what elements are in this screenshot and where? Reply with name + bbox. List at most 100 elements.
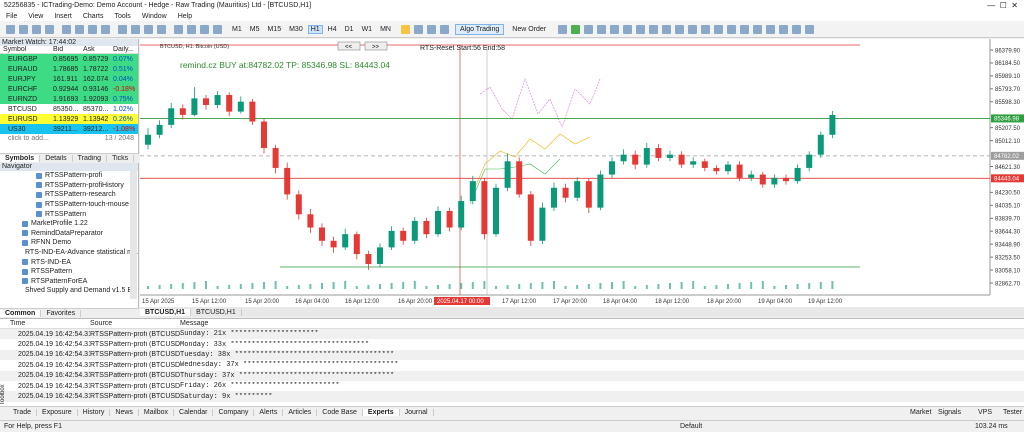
tool-icon[interactable] — [413, 24, 423, 34]
tool-icon[interactable] — [636, 24, 646, 34]
menu-item[interactable]: Window — [141, 12, 167, 20]
toolbox-right[interactable]: Market — [910, 409, 932, 416]
panel-tab[interactable]: Favorites — [41, 310, 82, 317]
window-controls[interactable]: — ☐ ✕ — [987, 1, 1018, 10]
panel-tab[interactable]: Trading — [73, 155, 108, 162]
navigator-item[interactable]: RTSSPattern-research — [0, 190, 138, 200]
nav-button[interactable] — [364, 41, 388, 51]
tool-icon[interactable] — [584, 24, 594, 34]
menu-item[interactable]: Charts — [82, 12, 104, 20]
toolbox-tab[interactable]: Exposure — [37, 409, 78, 416]
symbol-row[interactable]: US30 39211... 39212... -1.08% — [0, 124, 138, 134]
toolbox-tab[interactable]: Code Base — [317, 409, 363, 416]
toolbox-tab[interactable]: Calendar — [174, 409, 214, 416]
toolbox-tab[interactable]: Company — [213, 409, 255, 416]
chart-tab[interactable]: BTCUSD,H1 — [140, 308, 192, 316]
timeframe-button[interactable]: M30 — [289, 25, 303, 33]
tool-icon[interactable] — [157, 24, 166, 34]
navigator-item[interactable]: RTS-IND-EA-Advance statistical m... — [0, 248, 138, 258]
tool-icon[interactable] — [805, 24, 815, 34]
tool-icon[interactable] — [610, 24, 620, 34]
timeframe-button[interactable]: H4 — [327, 25, 337, 33]
timeframe-button[interactable]: D1 — [344, 25, 354, 33]
tool-icon[interactable] — [597, 24, 607, 34]
symbol-row[interactable]: EURGBP 0.85695 0.85729 0.07% — [0, 54, 138, 64]
timeframe-button[interactable]: M1 — [232, 25, 242, 33]
tool-icon[interactable] — [6, 24, 15, 34]
panel-tab[interactable]: Ticks — [107, 155, 135, 162]
navigator-item[interactable]: RTSSPattern-touch-mouse — [0, 200, 138, 210]
navigator-item[interactable]: RTSSPattern — [0, 267, 138, 277]
chart-tab[interactable]: BTCUSD,H1 — [191, 308, 242, 316]
tool-icon[interactable] — [779, 24, 789, 34]
panel-tab[interactable]: Details — [40, 155, 73, 162]
navigator-item[interactable]: RTS-IND-EA — [0, 257, 138, 267]
navigator-item[interactable]: MarketProfile 1.22 — [0, 219, 138, 229]
panel-tab[interactable]: Symbols — [0, 155, 41, 162]
menu-item[interactable]: File — [6, 12, 18, 20]
navigator-item[interactable]: RFNN Demo — [0, 238, 138, 248]
new-order-button[interactable]: New Order — [512, 25, 547, 33]
toolbox-tab[interactable]: Trade — [8, 409, 38, 416]
toolbox-right[interactable]: Signals — [938, 409, 961, 416]
timeframe-button[interactable]: MN — [380, 25, 391, 33]
tool-icon[interactable] — [400, 24, 410, 34]
tool-icon[interactable] — [118, 24, 127, 34]
toolbox-tab[interactable]: News — [110, 409, 139, 416]
tool-icon[interactable] — [19, 24, 28, 34]
tool-icon[interactable] — [714, 24, 724, 34]
symbol-row[interactable]: BTCUSD 85350... 85370... 1.02% — [0, 104, 138, 114]
tool-icon[interactable] — [101, 24, 110, 34]
tool-icon[interactable] — [213, 24, 222, 34]
timeframe-button[interactable]: M5 — [249, 25, 260, 33]
toolbox-tab[interactable]: Mailbox — [139, 409, 175, 416]
tool-icon[interactable] — [144, 24, 153, 34]
navigator-item[interactable]: Shved Supply and Demand v1.5 BT... — [0, 286, 138, 296]
tool-icon[interactable] — [649, 24, 659, 34]
toolbox-tab[interactable]: Experts — [362, 409, 400, 416]
symbol-row[interactable]: EURNZD 1.91693 1.92093 0.75% — [0, 94, 138, 104]
tool-icon[interactable] — [701, 24, 711, 34]
tool-icon[interactable] — [688, 24, 698, 34]
add-symbol[interactable]: click to add... — [8, 135, 49, 142]
symbol-row[interactable]: EURUSD 1.13929 1.13942 0.26% — [0, 114, 138, 124]
nav-button[interactable] — [337, 41, 361, 51]
tool-icon[interactable] — [571, 24, 581, 34]
symbol-row[interactable]: EURJPY 161.911 162.074 0.04% — [0, 74, 138, 84]
algo-trading-button[interactable]: Algo Trading — [454, 23, 505, 35]
timeframe-button[interactable]: W1 — [361, 25, 373, 33]
navigator-item[interactable]: RTSSPattern-profi — [0, 171, 138, 181]
tool-icon[interactable] — [200, 24, 209, 34]
tool-icon[interactable] — [623, 24, 633, 34]
tool-icon[interactable] — [62, 24, 71, 34]
symbol-row[interactable]: EURCHF 0.92944 0.93146 -0.18% — [0, 84, 138, 94]
navigator-item[interactable]: RTSPatternForEA — [0, 277, 138, 287]
tool-icon[interactable] — [740, 24, 750, 34]
menu-item[interactable]: Insert — [54, 12, 72, 20]
navigator-item[interactable]: RemindDataPreparator — [0, 229, 138, 239]
tool-icon[interactable] — [727, 24, 737, 34]
menu-item[interactable]: View — [28, 12, 44, 20]
timeframe-button[interactable]: H1 — [307, 24, 323, 34]
tool-icon[interactable] — [187, 24, 196, 34]
tool-icon[interactable] — [88, 24, 97, 34]
panel-tab[interactable]: Common — [0, 310, 42, 317]
toolbox-tab[interactable]: Articles — [283, 409, 318, 416]
toolbox-right[interactable]: Tester — [1003, 409, 1023, 416]
tool-icon[interactable] — [675, 24, 685, 34]
tool-icon[interactable] — [439, 24, 449, 34]
tool-icon[interactable] — [662, 24, 672, 34]
navigator-item[interactable]: RTSSPattern-profiHistory — [0, 181, 138, 191]
tool-icon[interactable] — [32, 24, 41, 34]
tool-icon[interactable] — [75, 24, 84, 34]
tool-icon[interactable] — [426, 24, 436, 34]
tool-icon[interactable] — [174, 24, 183, 34]
menu-item[interactable]: Tools — [114, 12, 131, 20]
tool-icon[interactable] — [131, 24, 140, 34]
symbol-row[interactable]: EURAUD 1.78685 1.78722 0.51% — [0, 64, 138, 74]
tool-icon[interactable] — [753, 24, 763, 34]
tool-icon[interactable] — [558, 24, 568, 34]
tool-icon[interactable] — [766, 24, 776, 34]
navigator-item[interactable]: RTSSPattern — [0, 209, 138, 219]
menu-item[interactable]: Help — [177, 12, 193, 20]
